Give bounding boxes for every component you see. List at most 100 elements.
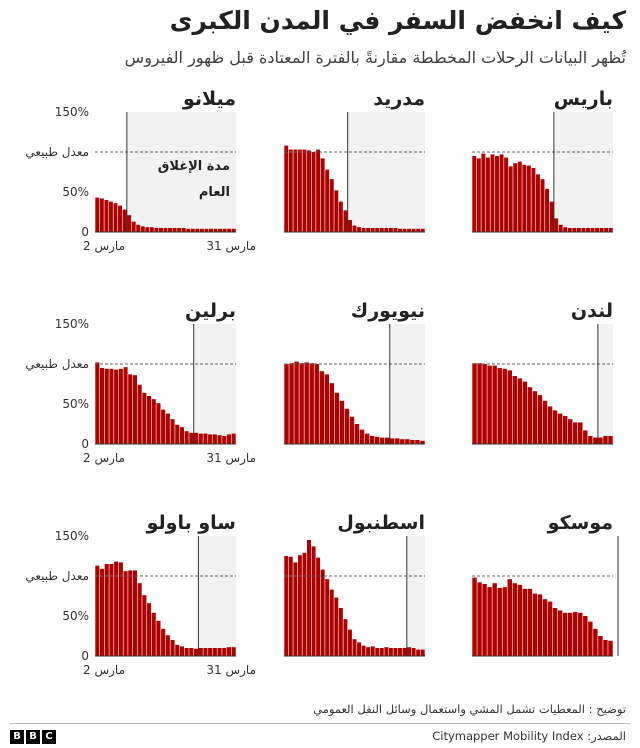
bar [190, 228, 195, 232]
bar [175, 424, 180, 444]
bar [573, 612, 578, 656]
x-tick-label: 2 مارس [83, 451, 125, 466]
bar [123, 367, 128, 444]
bar [599, 228, 604, 232]
bar [472, 363, 477, 444]
bar [547, 601, 553, 656]
bar [142, 595, 147, 656]
bar [209, 228, 213, 232]
bar [113, 203, 118, 232]
bar [517, 161, 522, 232]
bar [316, 149, 321, 232]
bar [293, 149, 298, 232]
bar [189, 648, 194, 656]
bar [593, 437, 598, 444]
bar [231, 647, 236, 656]
bar [212, 434, 217, 444]
bar [595, 228, 600, 232]
bar [411, 228, 416, 232]
bar [535, 174, 540, 232]
lockdown-shade [406, 536, 425, 656]
bar [398, 648, 402, 656]
bar [352, 225, 357, 232]
bar [481, 153, 486, 232]
bar [608, 640, 613, 656]
bar [379, 648, 384, 656]
bar [324, 374, 330, 444]
bar [527, 588, 533, 656]
bar [289, 363, 294, 444]
bar [198, 648, 203, 656]
y-tick-label: 150% [55, 529, 89, 543]
bar [338, 201, 343, 232]
x-tick-label: 2 مارس [83, 663, 125, 678]
bar [311, 546, 316, 656]
bar [532, 391, 538, 444]
bar [95, 197, 100, 232]
bar [203, 648, 208, 656]
bar [137, 583, 142, 656]
bar [204, 228, 209, 232]
bar [512, 376, 518, 444]
small-multiples-chart: باريس مدريد ميلانو 150% 50% 0 معدل طبيعي 2 مارس… [25, 88, 619, 678]
bar [194, 648, 199, 656]
bar [517, 584, 523, 656]
city-title: ميلانو [182, 88, 236, 110]
bar [175, 644, 180, 656]
bar [517, 378, 523, 444]
bar [158, 228, 163, 232]
bar [194, 432, 199, 444]
bar [344, 408, 350, 444]
bar [307, 540, 311, 656]
bar [108, 201, 113, 232]
bar [526, 165, 531, 232]
bar [567, 228, 572, 232]
bar [99, 198, 104, 232]
logo-letter: B [26, 730, 40, 744]
bar [304, 362, 309, 444]
bar [100, 568, 105, 656]
bar [557, 413, 563, 444]
bar [354, 424, 360, 444]
bar [513, 163, 518, 232]
bar [151, 612, 156, 656]
lockdown-shade [553, 112, 613, 232]
bar [545, 188, 550, 232]
bar [492, 583, 497, 656]
bar [142, 392, 147, 444]
bar [537, 395, 543, 444]
bar [114, 369, 119, 444]
bar [512, 583, 518, 656]
bar [482, 364, 487, 444]
bar [370, 228, 375, 232]
bar [297, 555, 302, 656]
bar [149, 227, 154, 232]
bar [302, 149, 307, 232]
bar [522, 381, 528, 444]
lockdown-shade [126, 112, 236, 232]
bar [487, 587, 492, 656]
bar [366, 647, 371, 656]
bar [590, 228, 595, 232]
bar [294, 361, 299, 444]
lockdown-shade [389, 324, 425, 444]
bar [161, 409, 166, 444]
y-tick-label: 0 [81, 437, 89, 451]
bar [384, 228, 389, 232]
bar [567, 419, 573, 444]
bar [531, 168, 536, 232]
bar [578, 612, 583, 656]
bar [522, 164, 527, 232]
bar [128, 374, 133, 444]
bar [552, 608, 558, 656]
bar [231, 433, 236, 444]
bar [578, 422, 583, 444]
bar [608, 228, 613, 232]
bar [604, 228, 609, 232]
bar [477, 363, 482, 444]
y-tick-label: 150% [55, 317, 89, 331]
bar [532, 593, 538, 656]
bar [161, 628, 166, 656]
bar [343, 210, 348, 232]
bar [198, 433, 203, 444]
